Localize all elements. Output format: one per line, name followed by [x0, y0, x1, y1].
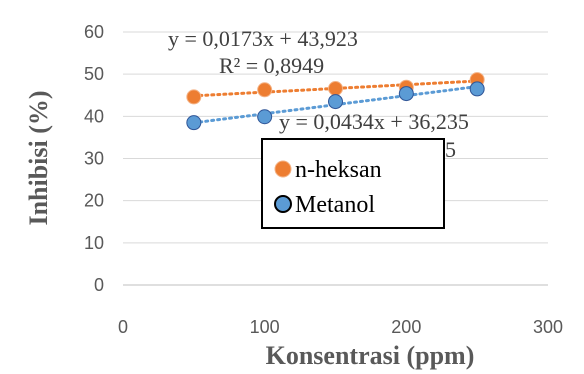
y-tick-label: 0	[94, 275, 104, 295]
data-point-n-heksan	[186, 89, 202, 105]
x-tick-label: 100	[250, 317, 280, 337]
legend-label-n-heksan: n-heksan	[295, 157, 382, 183]
data-point-metanol	[328, 94, 343, 110]
trendline-equation-metanol: y = 0,0434x + 36,235	[279, 109, 469, 134]
trendline-labels: y = 0,0173x + 43,923 R² = 0,8949 y = 0,0…	[168, 26, 469, 162]
legend: n-heksan Metanol	[261, 138, 445, 229]
data-point-n-heksan	[257, 82, 273, 98]
y-tick-label: 10	[84, 233, 104, 253]
data-points	[186, 72, 485, 131]
data-point-metanol	[257, 109, 273, 125]
legend-marker-metanol	[274, 195, 292, 213]
trendline-equation-n-heksan: y = 0,0173x + 43,923	[168, 26, 358, 51]
y-tick-label: 20	[84, 191, 104, 211]
y-tick-label: 30	[84, 149, 104, 169]
x-tick-label: 300	[533, 317, 563, 337]
data-point-metanol	[398, 86, 414, 102]
y-tick-label: 60	[84, 22, 104, 42]
trendline-r2-n-heksan: R² = 0,8949	[219, 53, 324, 78]
y-axis-title: Inhibisi (%)	[24, 90, 53, 225]
data-point-n-heksan	[328, 81, 343, 97]
legend-marker-n-heksan	[274, 160, 292, 178]
data-point-metanol	[186, 115, 202, 131]
legend-label-metanol: Metanol	[295, 192, 375, 218]
x-tick-label: 200	[391, 317, 421, 337]
y-tick-label: 50	[84, 64, 104, 84]
legend-box	[261, 138, 445, 229]
x-axis-title: Konsentrasi (ppm)	[266, 341, 475, 370]
trendline-n-heksan	[192, 79, 479, 98]
axes: 0 10 20 30 40 50 60 0 100 200 300	[84, 22, 563, 337]
data-point-metanol	[469, 81, 485, 97]
x-tick-label: 0	[118, 317, 128, 337]
y-tick-label: 40	[84, 106, 104, 126]
